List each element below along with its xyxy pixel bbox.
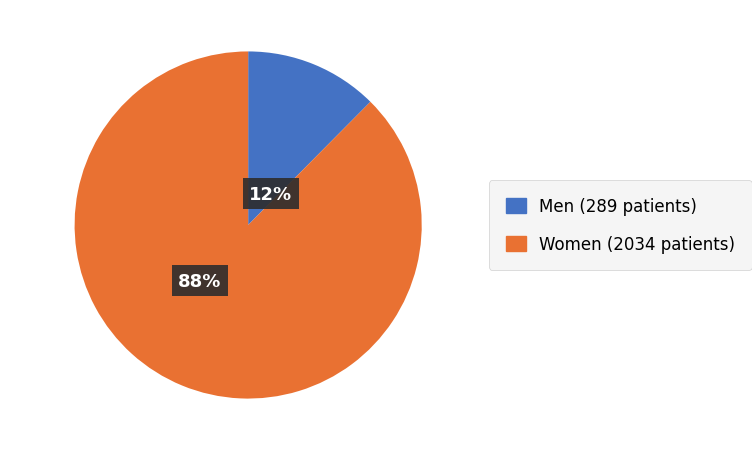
Text: 88%: 88%	[178, 272, 221, 290]
Text: 12%: 12%	[249, 185, 293, 203]
Wedge shape	[248, 52, 371, 226]
Legend: Men (289 patients), Women (2034 patients): Men (289 patients), Women (2034 patients…	[489, 181, 751, 270]
Wedge shape	[74, 52, 422, 399]
